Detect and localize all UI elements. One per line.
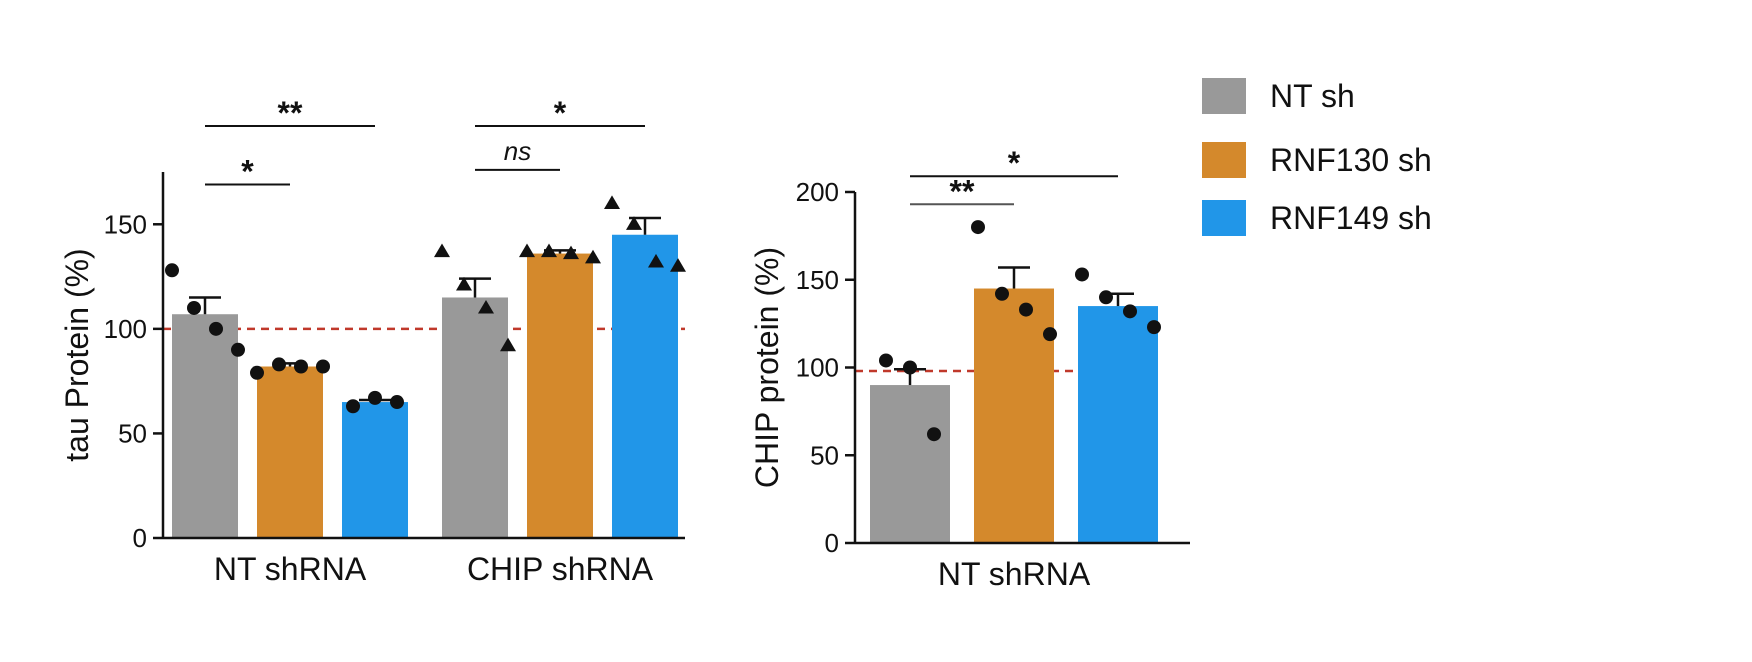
data-point-triangle xyxy=(604,195,620,209)
y-tick-label: 150 xyxy=(796,265,839,295)
data-point-triangle xyxy=(478,299,494,314)
data-point-triangle xyxy=(500,337,516,352)
bar-nt-shrna-rnf130-sh xyxy=(257,366,323,538)
data-point-circle xyxy=(250,365,264,380)
data-point-triangle xyxy=(541,243,557,258)
y-tick-label: 200 xyxy=(796,177,839,207)
data-point-circle xyxy=(368,390,382,405)
bar-nt-shrna-nt-sh xyxy=(172,314,238,538)
data-point-triangle xyxy=(563,245,579,260)
data-point-circle xyxy=(1019,302,1033,317)
legend-swatch-rnf130-sh xyxy=(1202,142,1246,178)
data-point-triangle xyxy=(648,253,664,268)
data-point-triangle xyxy=(670,258,686,272)
significance-label: * xyxy=(1008,145,1021,181)
data-point-circle xyxy=(903,360,917,375)
legend-swatch-nt-sh xyxy=(1202,78,1246,114)
data-point-circle xyxy=(165,263,179,278)
bar-nt-shrna-rnf149-sh xyxy=(1078,306,1158,543)
legend-label: RNF130 sh xyxy=(1270,142,1432,178)
y-tick-label: 0 xyxy=(133,523,147,553)
data-point-circle xyxy=(272,357,286,372)
significance-label: * xyxy=(554,95,567,131)
data-point-circle xyxy=(1099,290,1113,305)
legend-label: RNF149 sh xyxy=(1270,200,1432,236)
data-point-circle xyxy=(927,427,941,442)
data-point-circle xyxy=(209,321,223,336)
significance-label: * xyxy=(241,154,254,190)
data-point-triangle xyxy=(434,243,450,258)
y-tick-label: 150 xyxy=(104,209,147,239)
data-point-triangle xyxy=(626,216,642,230)
group-label: NT shRNA xyxy=(214,551,367,587)
y-axis-label: tau Protein (%) xyxy=(59,248,95,461)
y-tick-label: 50 xyxy=(810,440,839,470)
legend-label: NT sh xyxy=(1270,78,1355,114)
data-point-circle xyxy=(1123,304,1137,319)
data-point-circle xyxy=(879,353,893,368)
bar-nt-shrna-rnf130-sh xyxy=(974,288,1054,543)
data-point-circle xyxy=(971,220,985,235)
y-tick-label: 0 xyxy=(825,528,839,558)
y-tick-label: 100 xyxy=(796,353,839,383)
data-point-triangle xyxy=(585,249,601,264)
significance-label: ** xyxy=(950,173,975,209)
data-point-circle xyxy=(1075,267,1089,282)
bar-nt-shrna-nt-sh xyxy=(870,385,950,543)
data-point-circle xyxy=(316,359,330,374)
data-point-circle xyxy=(1147,320,1161,335)
legend: NT sh RNF130 sh RNF149 sh xyxy=(1202,78,1432,236)
bar-chip-shrna-rnf149-sh xyxy=(612,234,678,538)
significance-label: ns xyxy=(504,136,531,166)
data-point-circle xyxy=(346,399,360,414)
tau-protein-chart: 0 50 100 150 tau Protein (%) NT shRNA CHIP shR… xyxy=(59,95,686,587)
data-point-circle xyxy=(1043,327,1057,342)
y-axis-label: CHIP protein (%) xyxy=(749,247,785,488)
data-point-triangle xyxy=(456,276,472,291)
data-point-circle xyxy=(187,300,201,315)
bar-chip-shrna-rnf130-sh xyxy=(527,253,593,538)
data-point-circle xyxy=(995,286,1009,301)
y-tick-label: 50 xyxy=(118,418,147,448)
group-label: NT shRNA xyxy=(938,556,1091,592)
significance-label: ** xyxy=(278,95,303,131)
legend-swatch-rnf149-sh xyxy=(1202,200,1246,236)
bar-chip-shrna-nt-sh xyxy=(442,297,508,538)
data-point-circle xyxy=(294,359,308,374)
y-tick-label: 100 xyxy=(104,314,147,344)
bar-nt-shrna-rnf149-sh xyxy=(342,402,408,538)
data-point-circle xyxy=(390,395,404,410)
data-point-triangle xyxy=(519,243,535,258)
group-label: CHIP shRNA xyxy=(467,551,654,587)
data-point-circle xyxy=(231,342,245,357)
